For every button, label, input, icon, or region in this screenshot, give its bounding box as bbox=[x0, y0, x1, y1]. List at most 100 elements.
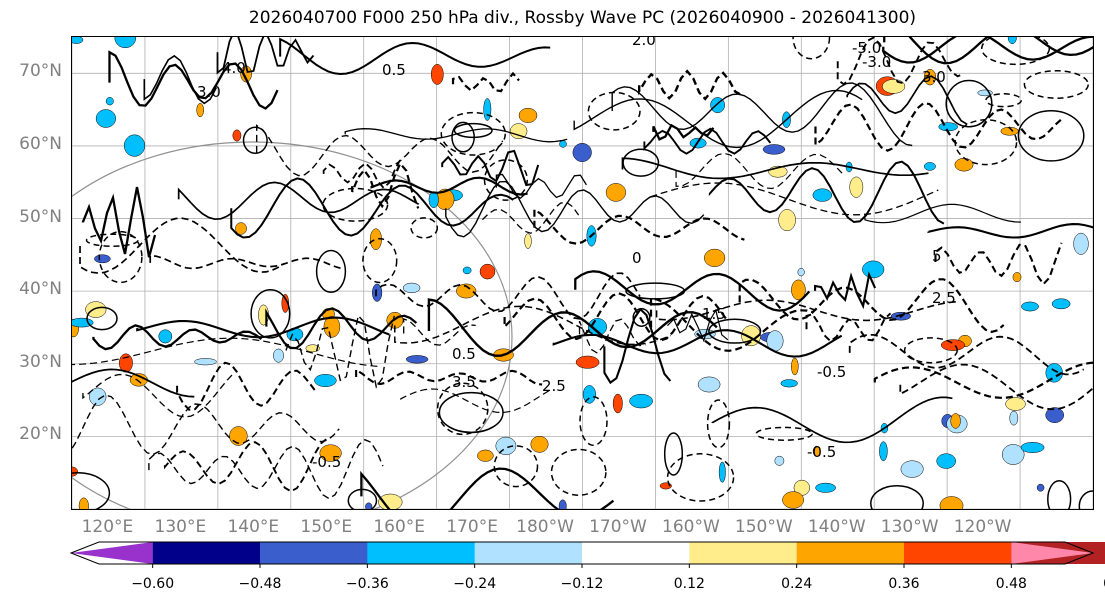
divergence-patch bbox=[774, 455, 785, 466]
contour-line bbox=[265, 307, 418, 350]
divergence-patch bbox=[114, 37, 137, 49]
contour-line bbox=[805, 312, 892, 343]
divergence-patch bbox=[372, 283, 383, 302]
contour-loop bbox=[1047, 479, 1072, 509]
contour-loop bbox=[438, 391, 504, 434]
divergence-patch bbox=[791, 357, 799, 376]
lon-label: 130°E bbox=[154, 517, 207, 537]
divergence-patch bbox=[365, 502, 373, 509]
contour-loop bbox=[980, 37, 1051, 66]
lon-label: 140°W bbox=[807, 517, 866, 537]
contour-line bbox=[279, 37, 551, 76]
contour-line bbox=[344, 128, 568, 143]
contour-line bbox=[495, 173, 587, 200]
contour-line bbox=[177, 181, 420, 221]
divergence-patch bbox=[629, 393, 653, 409]
colorbar-tick-label: −0.48 bbox=[238, 576, 282, 592]
contour-loop bbox=[410, 217, 439, 239]
contour-loop bbox=[436, 382, 489, 436]
contour-label: 0.5 bbox=[382, 61, 406, 79]
divergence-patch bbox=[1045, 407, 1064, 423]
contour-label: 3.5 bbox=[452, 373, 476, 391]
contour-line bbox=[72, 368, 195, 398]
divergence-patch bbox=[509, 123, 528, 140]
contour-line bbox=[882, 37, 1093, 64]
lon-label: 120°W bbox=[953, 517, 1012, 537]
divergence-patch bbox=[849, 176, 864, 198]
contour-line bbox=[533, 207, 745, 245]
contour-label: 2.5 bbox=[542, 377, 566, 395]
rossby-wave-contours bbox=[72, 37, 1093, 509]
contour-line bbox=[503, 292, 728, 342]
colorbar-outline bbox=[69, 541, 1095, 565]
contour-loop bbox=[985, 93, 1023, 108]
contour-line bbox=[883, 37, 1093, 65]
lon-label: 150°E bbox=[300, 517, 353, 537]
divergence-patch bbox=[72, 37, 84, 44]
contour-loop bbox=[72, 472, 111, 509]
divergence-patch bbox=[558, 499, 567, 509]
lat-label: 20°N bbox=[19, 424, 62, 445]
contour-line bbox=[322, 156, 403, 190]
colorbar-segment bbox=[152, 542, 261, 564]
divergence-patch bbox=[879, 441, 888, 462]
contour-line bbox=[82, 373, 234, 418]
colorbar-segment bbox=[904, 542, 1012, 564]
divergence-patch bbox=[1021, 301, 1039, 312]
graticule bbox=[72, 37, 1093, 509]
contour-line bbox=[899, 363, 1093, 411]
lat-label: 70°N bbox=[19, 61, 62, 82]
contour-line bbox=[934, 242, 1063, 286]
figure-title: 2026040700 F000 250 hPa div., Rossby Wav… bbox=[248, 8, 917, 28]
colorbar-extend-max bbox=[1011, 542, 1093, 564]
contour-label: 1.5 bbox=[702, 305, 726, 323]
divergence-patch bbox=[518, 107, 538, 123]
divergence-patch bbox=[612, 393, 623, 414]
divergence-patch bbox=[196, 103, 204, 118]
contour-line bbox=[445, 180, 705, 238]
contour-label: 2.5 bbox=[932, 289, 956, 307]
divergence-patch bbox=[797, 267, 805, 277]
contour-line bbox=[578, 318, 646, 355]
colorbar-segment bbox=[689, 542, 798, 564]
divergence-patch bbox=[95, 109, 116, 128]
divergence-patch bbox=[524, 233, 532, 249]
contour-line bbox=[738, 278, 1005, 334]
contour-line bbox=[351, 161, 420, 209]
map-canvas: -5.04.03.00.52.0-3.0-0.5-0.5-0.552.53.00… bbox=[72, 37, 1093, 509]
contour-label: -3.0 bbox=[862, 53, 891, 71]
contour-loop bbox=[250, 288, 291, 339]
contour-loop bbox=[587, 91, 641, 131]
divergence-patch bbox=[378, 493, 403, 509]
contour-line bbox=[148, 438, 384, 500]
divergence-patch bbox=[778, 209, 796, 232]
divergence-patch bbox=[85, 301, 107, 318]
lon-label: 150°W bbox=[734, 517, 793, 537]
divergence-patch bbox=[483, 98, 492, 121]
contour-label: 3.0 bbox=[922, 68, 946, 86]
divergence-patch bbox=[428, 191, 439, 209]
lon-label: 180°W bbox=[516, 517, 574, 537]
contour-loop bbox=[362, 237, 398, 284]
divergence-patch bbox=[158, 329, 173, 344]
divergence-patch bbox=[123, 134, 146, 157]
contour-labels: -5.04.03.00.52.0-3.0-0.5-0.5-0.552.53.00… bbox=[197, 37, 956, 471]
contour-line bbox=[649, 182, 939, 216]
contour-line bbox=[394, 305, 672, 346]
colorbar-tick-label: 0.24 bbox=[781, 576, 813, 592]
divergence-patch bbox=[235, 222, 247, 235]
divergence-patch bbox=[495, 436, 517, 455]
divergence-patch bbox=[323, 316, 341, 338]
divergence-patch bbox=[462, 266, 472, 275]
contour-loop bbox=[625, 282, 686, 300]
contour-line bbox=[108, 50, 279, 110]
contour-line bbox=[573, 89, 863, 149]
lon-label: 140°E bbox=[227, 517, 280, 537]
contour-label: 3.0 bbox=[197, 83, 221, 101]
divergence-patch bbox=[479, 263, 496, 280]
contour-loop bbox=[579, 396, 608, 447]
contour-loop bbox=[493, 445, 539, 488]
divergence-patch bbox=[194, 358, 217, 366]
contour-line bbox=[708, 160, 945, 225]
divergence-patch bbox=[605, 183, 626, 202]
